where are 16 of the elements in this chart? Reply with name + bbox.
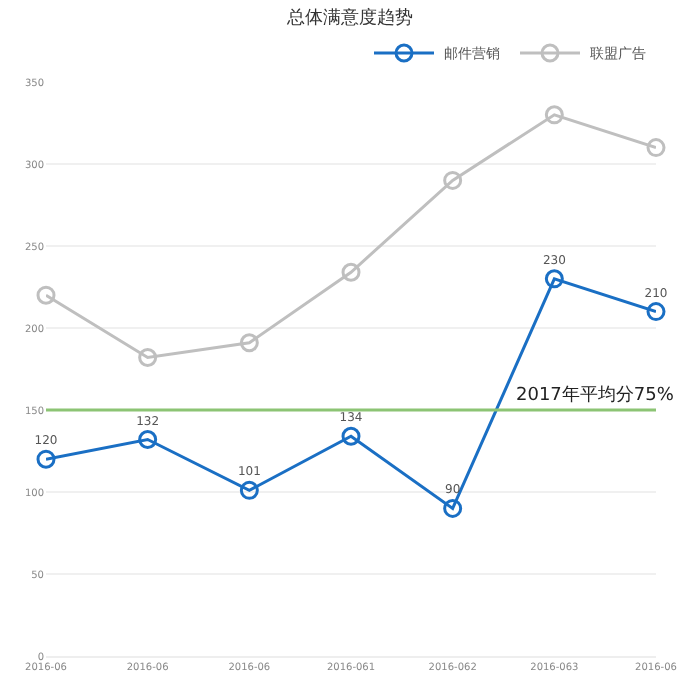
point (239, 333, 259, 353)
point (138, 430, 158, 450)
point (544, 269, 564, 289)
point (36, 449, 56, 469)
point (341, 262, 361, 282)
point (341, 426, 361, 446)
point (443, 170, 463, 190)
point (138, 348, 158, 368)
point (646, 302, 666, 322)
ref-line-label: 2017年平均分75% (516, 384, 675, 406)
point (36, 285, 56, 305)
point (443, 498, 463, 518)
point (646, 138, 666, 158)
point (544, 105, 564, 125)
chart-title: 总体满意度趋势 (285, 7, 413, 30)
point (239, 480, 259, 500)
